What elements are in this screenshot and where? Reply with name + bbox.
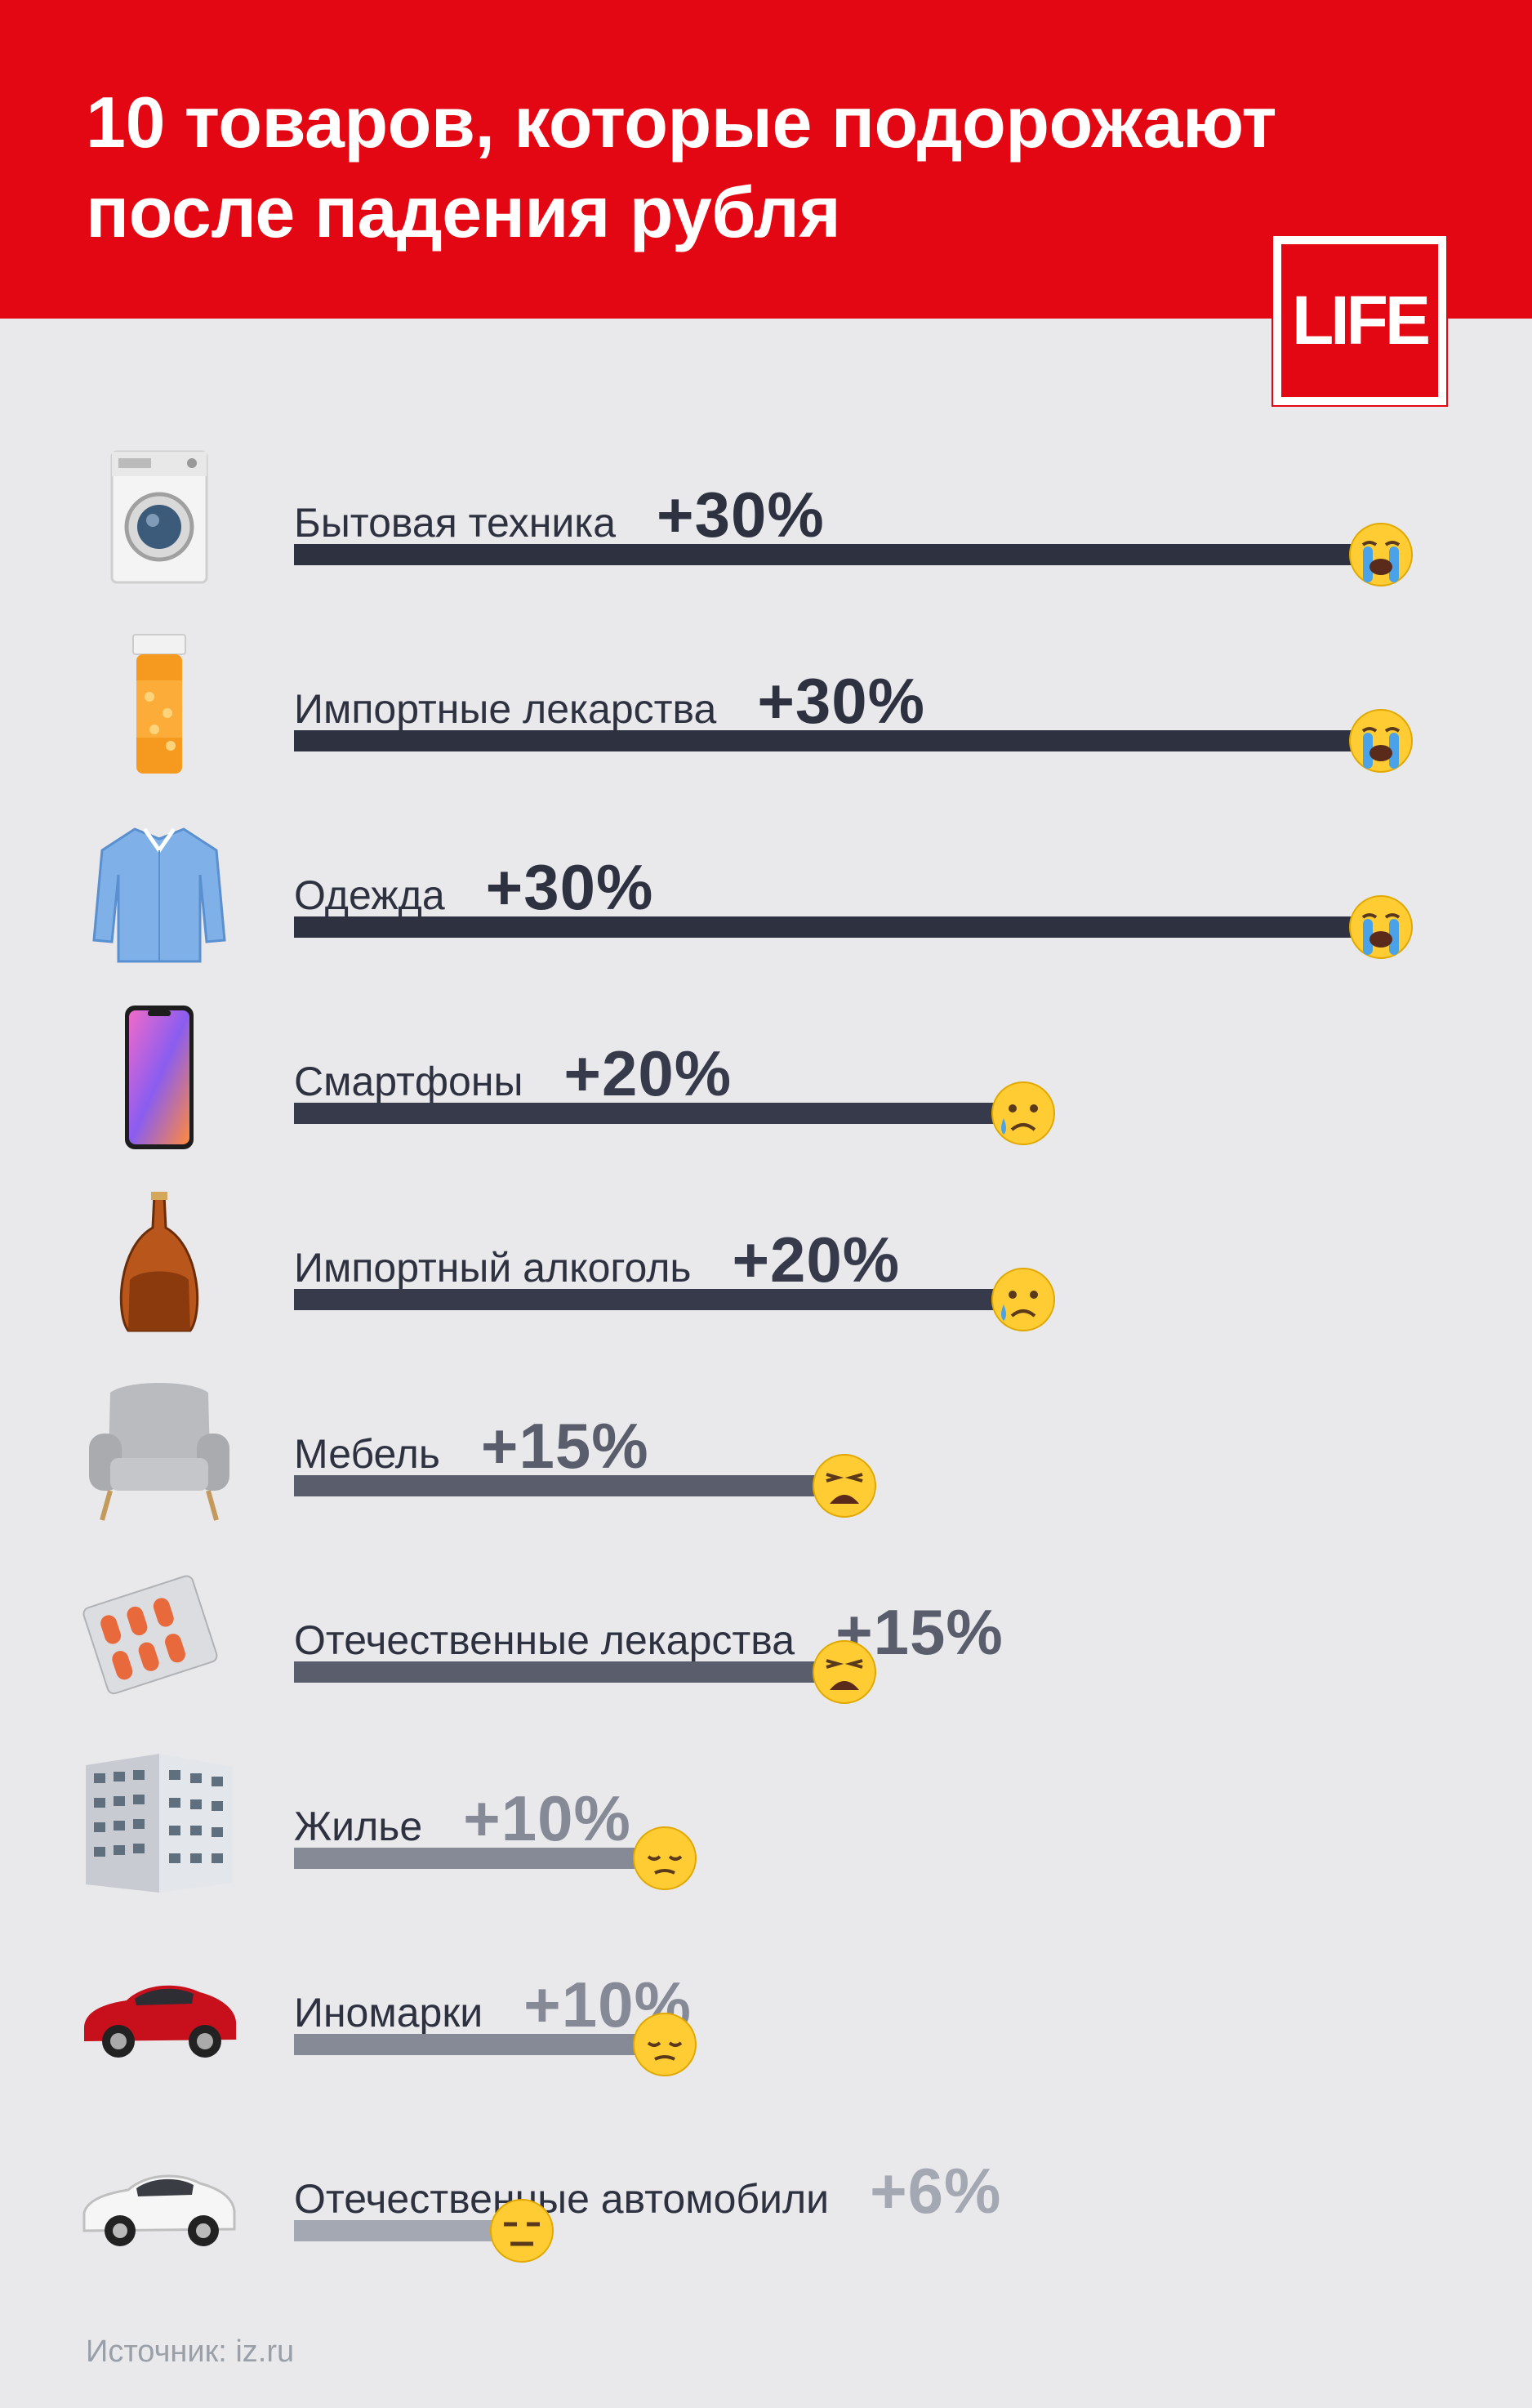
crying-face-icon [991,1081,1056,1146]
category-name: Бытовая техника [294,500,617,546]
expressionless-face-icon [489,2198,554,2263]
white-car-icon [78,2121,241,2268]
category-label: Импортные лекарства +30% [294,664,925,738]
pensive-face-icon [632,1826,697,1891]
pill-bottle-icon [78,631,241,778]
category-name: Смартфоны [294,1059,523,1104]
chart-row: Отечественные автомобили +6% [0,2117,1532,2303]
pensive-face-icon [632,2012,697,2077]
chart-row: Бытовая техника +30% [0,441,1532,627]
category-name: Импортный алкоголь [294,1245,692,1291]
bar [294,1475,831,1496]
source-value: iz.ru [235,2334,295,2369]
weary-face-icon [812,1639,877,1705]
red-car-icon [78,1935,241,2082]
shirt-icon [78,818,241,965]
bar [294,730,1368,751]
armchair-icon [78,1376,241,1523]
bar [294,916,1368,938]
chart-row: Мебель +15% [0,1372,1532,1559]
category-name: Отечественные автомобили [294,2176,830,2222]
value-label: +30% [657,479,825,551]
category-name: Мебель [294,1431,440,1477]
washing-machine-icon [78,445,241,592]
loudly-crying-face-icon [1348,522,1414,587]
chart-row: Иномарки +10% [0,1931,1532,2117]
category-name: Одежда [294,872,445,918]
value-label: +10% [463,1782,631,1854]
value-label: +20% [732,1224,901,1295]
weary-face-icon [812,1453,877,1518]
loudly-crying-face-icon [1348,894,1414,960]
bar [294,1289,1010,1310]
category-label: Отечественные автомобили +6% [294,2154,1001,2228]
crying-face-icon [991,1267,1056,1332]
category-name: Импортные лекарства [294,686,717,732]
value-label: +20% [563,1037,733,1109]
chart-row: Импортные лекарства +30% [0,627,1532,814]
value-label: +30% [757,665,926,737]
category-name: Жилье [294,1804,423,1849]
chart-title: 10 товаров, которые подорожают после пад… [86,82,1277,252]
bar [294,2034,652,2055]
bar [294,1848,652,1869]
category-name: Иномарки [294,1990,483,2036]
chart-row: Отечественные лекарства +15% [0,1559,1532,1745]
category-label: Жилье +10% [294,1781,631,1856]
chart-row: Смартфоны +20% [0,1000,1532,1186]
value-label: +15% [480,1410,649,1482]
chart-row: Жилье +10% [0,1745,1532,1931]
chart-row: Импортный алкоголь +20% [0,1186,1532,1372]
category-label: Импортный алкоголь +20% [294,1223,900,1297]
value-label: +6% [870,2155,1002,2227]
category-label: Одежда +30% [294,850,653,925]
cognac-bottle-icon [78,1190,241,1337]
smartphone-icon [78,1004,241,1151]
apartment-building-icon [78,1749,241,1896]
life-logo: LIFE [1273,236,1446,405]
chart-row: Одежда +30% [0,814,1532,1000]
value-label: +30% [485,851,654,923]
bar [294,544,1368,565]
category-name: Отечественные лекарства [294,1617,795,1663]
bar [294,1661,831,1683]
loudly-crying-face-icon [1348,708,1414,774]
category-label: Смартфоны +20% [294,1037,732,1111]
pill-blister-icon [78,1563,241,1710]
header-banner: 10 товаров, которые подорожают после пад… [0,0,1532,319]
bar [294,2220,509,2241]
category-label: Мебель +15% [294,1409,649,1483]
source-label: Источник: [86,2334,227,2369]
source-note: Источник: iz.ru [86,2334,294,2370]
category-label: Бытовая техника +30% [294,478,825,552]
category-label: Отечественные лекарства +15% [294,1595,1004,1670]
bar [294,1103,1010,1124]
